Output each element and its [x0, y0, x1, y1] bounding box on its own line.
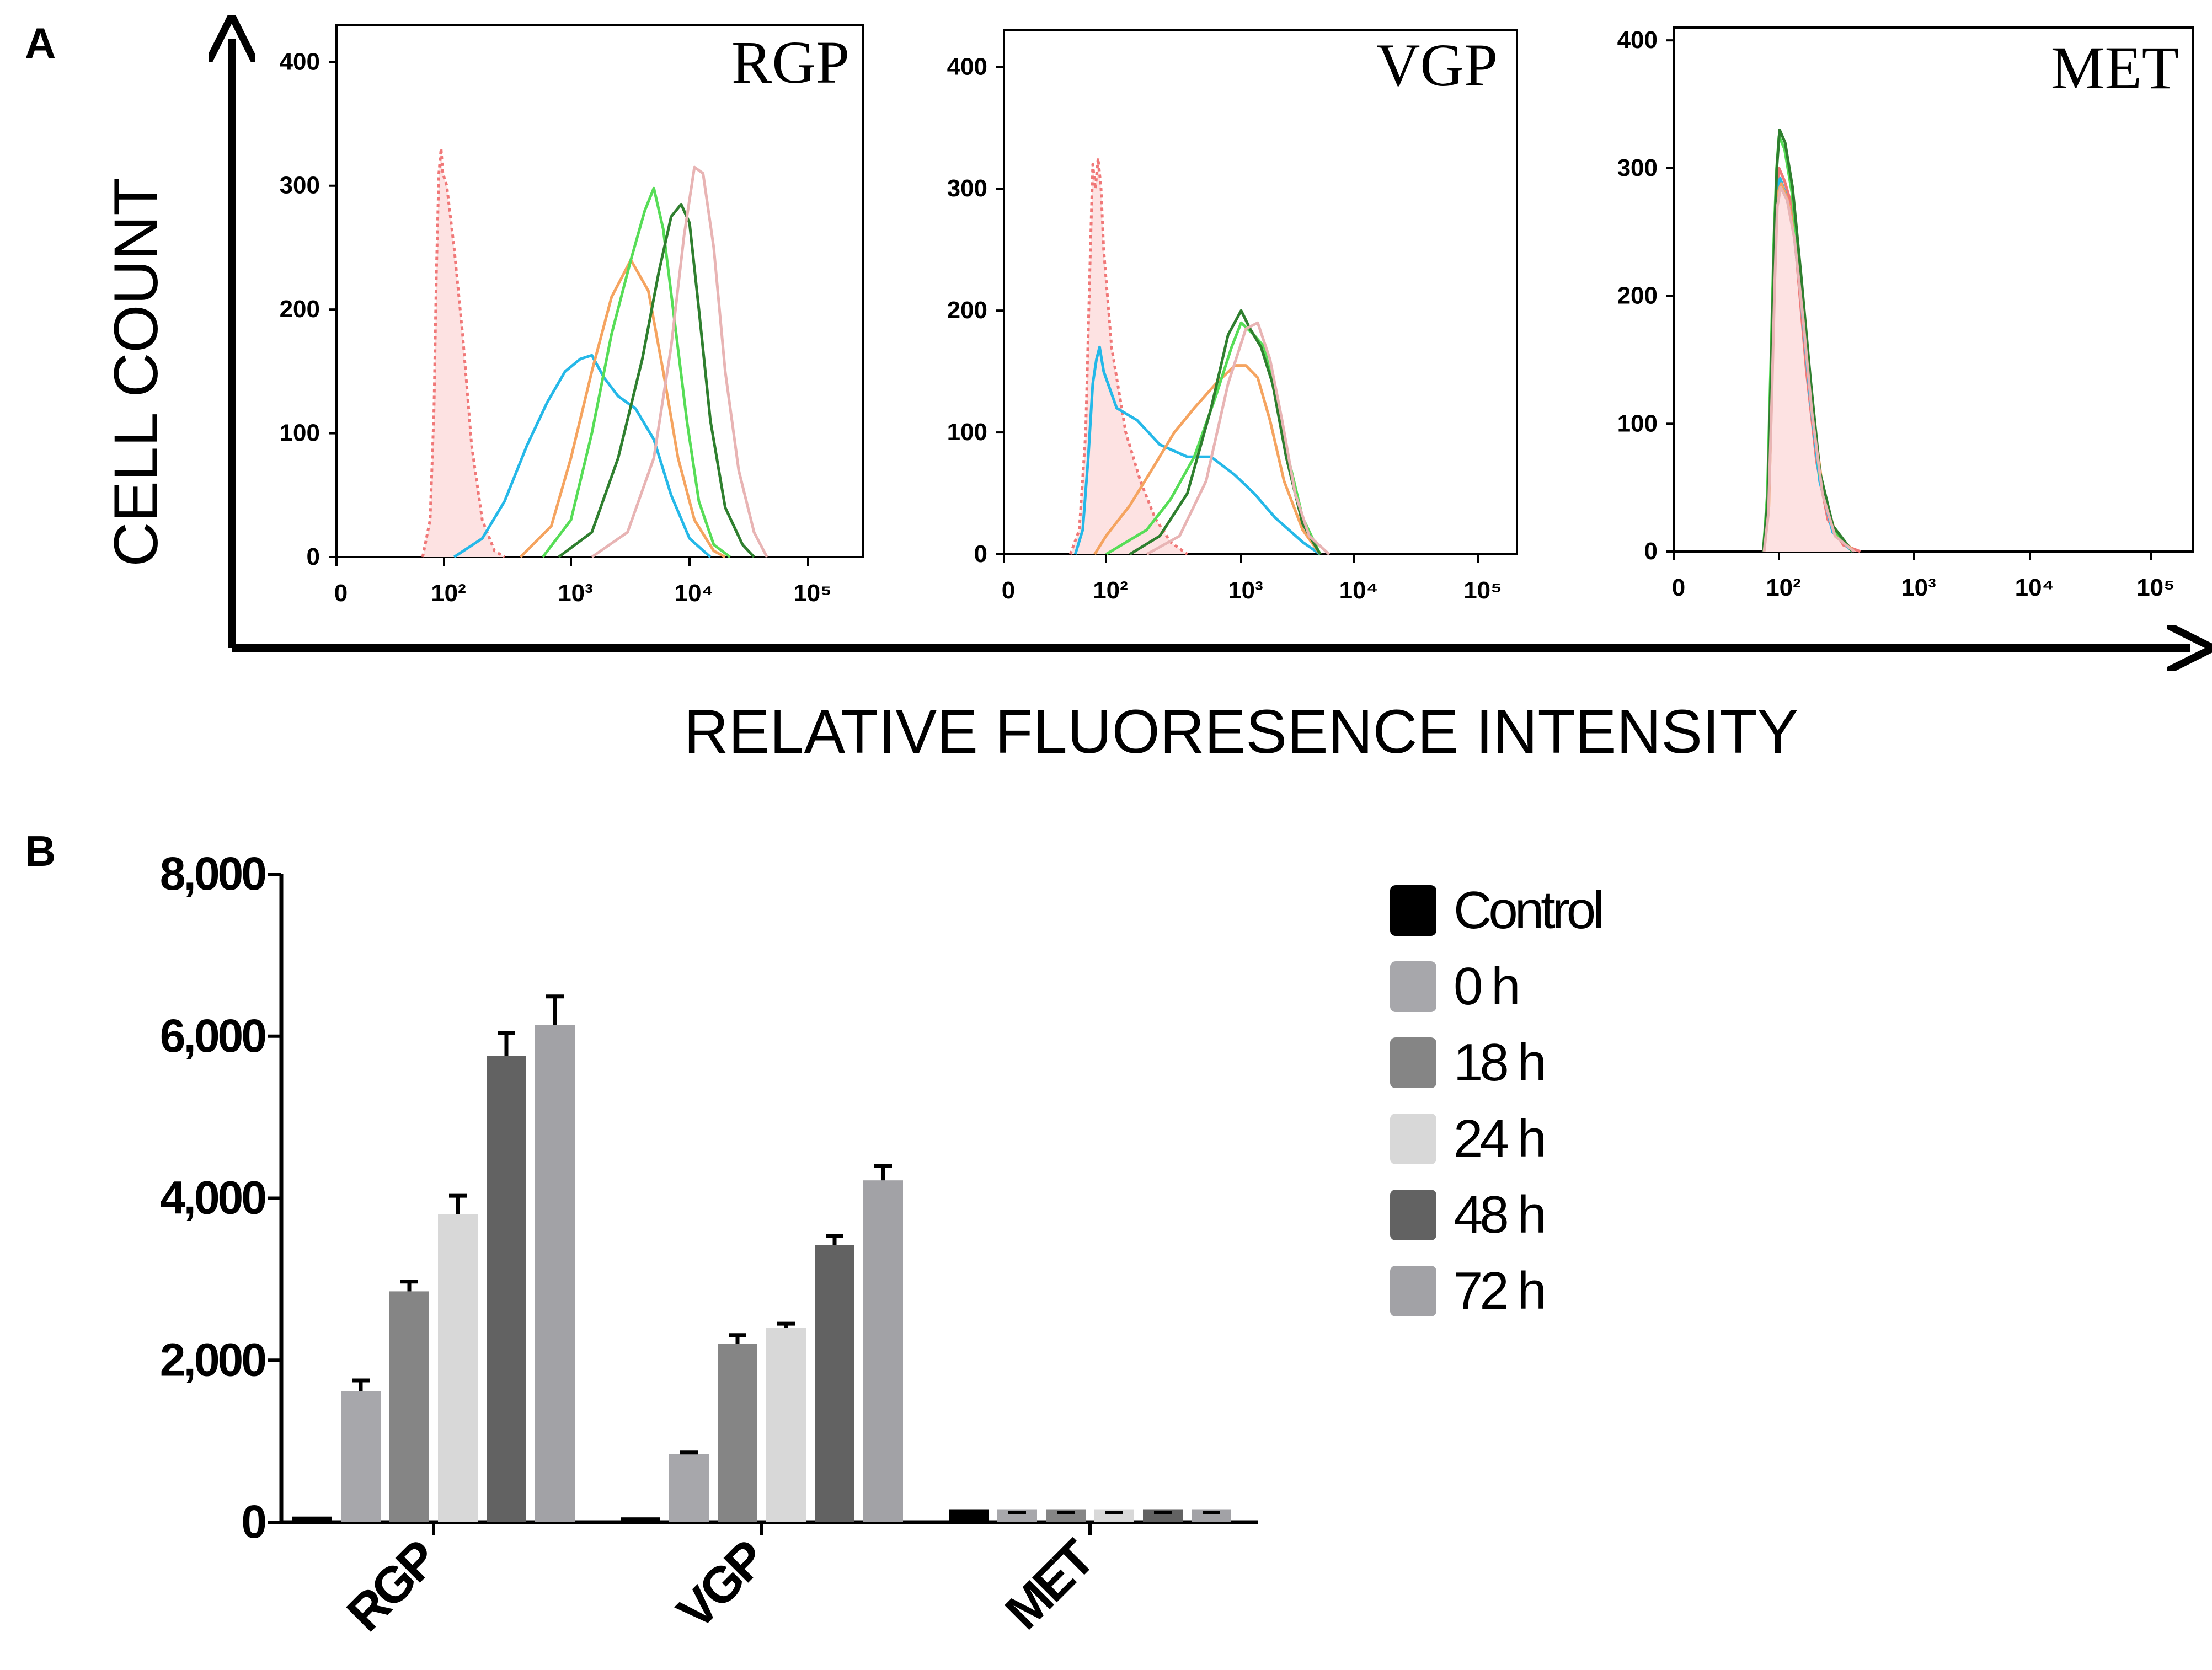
bar-met-72-h	[1192, 1509, 1231, 1522]
category-label-rgp: RGP	[336, 1530, 448, 1642]
y-tick-label: 300	[1617, 154, 1658, 181]
bar-rgp-72-h	[535, 1025, 575, 1522]
y-tick-label: 400	[280, 48, 320, 75]
histogram-vgp: 0 100 200 300 400 0 10² 10³ 10⁴ 10⁵ VGP	[947, 29, 1518, 604]
y-tick-label: 0	[1644, 538, 1658, 565]
plot-frame	[335, 24, 864, 558]
series-line-24-h	[542, 186, 731, 558]
bar-vgp-72-h	[863, 1180, 903, 1522]
x-tick-label: 10⁵	[793, 580, 832, 607]
bar-met-18-h	[1046, 1509, 1086, 1522]
series-line-control	[1068, 157, 1188, 556]
histogram-met: 0 100 200 300 400 0 10² 10³ 10⁴ 10⁵ MET	[1617, 26, 2194, 601]
panel-b-label: B	[25, 827, 56, 875]
y-tick-label: 0	[974, 540, 987, 568]
histogram-title: RGP	[731, 29, 849, 96]
legend-swatch-0-h	[1390, 961, 1436, 1012]
histogram-title: VGP	[1376, 31, 1498, 99]
x-tick-label: 10⁴	[1339, 577, 1379, 604]
bar-y-tick-label: 8,000	[160, 848, 265, 900]
legend-swatch-72-h	[1390, 1266, 1436, 1316]
series-line-48-h	[1129, 309, 1322, 556]
bar-vgp-24-h	[766, 1328, 806, 1522]
bar-rgp-48-h	[487, 1056, 526, 1522]
x-tick-label: 10⁵	[1463, 577, 1502, 604]
legend-swatch-48-h	[1390, 1190, 1436, 1240]
legend-label-control: Control	[1454, 881, 1601, 940]
plot-frame	[1003, 29, 1518, 555]
legend-label-18-h: 18 h	[1454, 1033, 1543, 1092]
y-tick-label: 0	[307, 543, 320, 570]
bar-y-tick-label: 4,000	[160, 1172, 265, 1224]
x-axis-title: RELATIVE FLUORESENCE INTENSITY	[684, 697, 1799, 766]
series-line-18-h	[1093, 364, 1322, 555]
series-line-48-h	[558, 202, 755, 559]
bar-y-tick-label: 6,000	[160, 1010, 265, 1062]
legend-swatch-18-h	[1390, 1037, 1436, 1088]
x-tick-label: 10⁴	[675, 580, 714, 607]
bar-met-48-h	[1143, 1509, 1183, 1522]
category-label-met: MET	[995, 1529, 1105, 1640]
y-tick-label: 200	[947, 297, 987, 324]
bar-rgp-18-h	[389, 1291, 429, 1522]
y-tick-label: 100	[1617, 410, 1658, 437]
series-line-72-h	[1146, 321, 1331, 556]
bar-met-24-h	[1094, 1509, 1134, 1522]
legend-label-0-h: 0 h	[1454, 957, 1518, 1016]
x-tick-label: 10²	[431, 580, 466, 607]
legend-swatch-control	[1390, 885, 1436, 936]
series-line-0-h	[453, 354, 712, 559]
x-tick-label: 10²	[1766, 574, 1801, 601]
legend-label-72-h: 72 h	[1454, 1261, 1543, 1320]
series-line-72-h	[1762, 186, 1855, 553]
series-fill-control	[1763, 168, 1861, 552]
series-line-control	[421, 147, 506, 559]
plot-frame	[1673, 26, 2194, 553]
y-tick-label: 200	[280, 296, 320, 323]
histogram-title: MET	[2051, 34, 2179, 101]
series-fill-control	[1070, 158, 1188, 554]
bar-vgp-control	[621, 1517, 660, 1522]
y-tick-label: 100	[947, 419, 987, 446]
histogram-rgp: 0 100 200 300 400 0 10² 10³ 10⁴ 10⁵ RGP	[280, 24, 864, 607]
legend-swatch-24-h	[1390, 1114, 1436, 1164]
legend-label-24-h: 24 h	[1454, 1109, 1543, 1168]
x-tick-label: 10³	[1228, 577, 1263, 604]
x-tick-label: 10⁵	[2136, 574, 2175, 601]
y-tick-label: 400	[1617, 26, 1658, 53]
x-tick-label: 10³	[1901, 574, 1936, 601]
bar-met-control	[949, 1509, 989, 1522]
bar-y-tick-label: 0	[241, 1496, 265, 1548]
series-fill-control	[423, 148, 505, 557]
bar-met-0-h	[997, 1509, 1037, 1522]
x-tick-label: 10²	[1093, 577, 1128, 604]
x-tick-label: 0	[1002, 577, 1015, 604]
x-tick-label: 10⁴	[2015, 574, 2054, 601]
bar-chart: 0 2,000 4,000 6,000 8,000 RGP VGP MET	[160, 848, 1258, 1642]
x-tick-label: 0	[1672, 574, 1685, 601]
bar-vgp-18-h	[718, 1344, 757, 1522]
bar-vgp-0-h	[669, 1454, 709, 1522]
legend-label-48-h: 48 h	[1454, 1185, 1543, 1244]
series-line-72-h	[591, 165, 768, 559]
bar-legend: Control 0 h 18 h 24 h 48 h 72 h	[1390, 881, 1604, 1320]
series-line-0-h	[1073, 345, 1321, 556]
y-tick-label: 300	[947, 175, 987, 202]
y-tick-label: 100	[280, 420, 320, 447]
bar-rgp-24-h	[438, 1214, 478, 1522]
x-tick-label: 10³	[558, 580, 593, 607]
y-axis-title: CELL COUNT	[101, 178, 170, 566]
bar-y-tick-label: 2,000	[160, 1334, 265, 1385]
bar-vgp-48-h	[815, 1245, 854, 1522]
bar-rgp-0-h	[341, 1391, 381, 1522]
x-tick-label: 0	[334, 580, 348, 607]
y-tick-label: 300	[280, 172, 320, 199]
y-tick-label: 400	[947, 53, 987, 80]
category-label-vgp: VGP	[666, 1530, 776, 1640]
bar-rgp-control	[292, 1516, 332, 1522]
y-tick-label: 200	[1617, 282, 1658, 309]
panel-a-label: A	[25, 19, 56, 67]
series-line-18-h	[519, 258, 726, 559]
